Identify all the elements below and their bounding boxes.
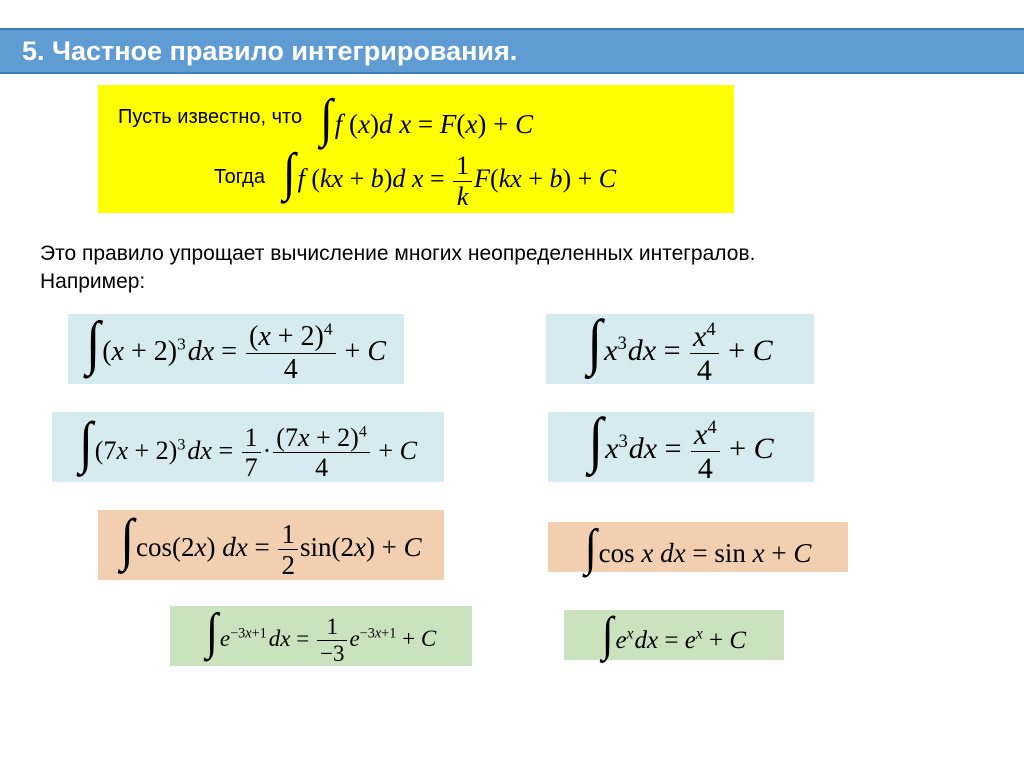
eq-x3-basic-b-math: ∫x3dx = x44 + C [588, 409, 773, 484]
eq-x2-cubed-math: ∫(x + 2)3dx = (x + 2)44 + C [86, 314, 386, 384]
eq-x2-cubed: ∫(x + 2)3dx = (x + 2)44 + C [68, 314, 404, 384]
eq-cos2x-math: ∫cos(2x) dx = 12sin(2x) + C [120, 510, 421, 580]
body-text: Это правило упрощает вычисление многих н… [40, 240, 755, 297]
rule-row-2: Тогда ∫f (kx + b)d x = 1kF(kx + b) + C [118, 145, 724, 210]
rule-row-1: Пусть известно, что ∫f (x)d x = F(x) + C [118, 89, 724, 145]
rule-row-2-label: Тогда [118, 166, 265, 189]
rule-box: Пусть известно, что ∫f (x)d x = F(x) + C… [98, 85, 734, 213]
eq-x3-basic-b: ∫x3dx = x44 + C [548, 412, 814, 482]
rule-formula-2: ∫f (kx + b)d x = 1kF(kx + b) + C [283, 145, 616, 210]
eq-7x2-cubed-math: ∫(7x + 2)3dx = 17·(7x + 2)44 + C [79, 413, 417, 482]
eq-expx: ∫exdx = ex + C [564, 610, 784, 660]
eq-x3-basic-a: ∫x3dx = x44 + C [546, 314, 814, 384]
eq-7x2-cubed: ∫(7x + 2)3dx = 17·(7x + 2)44 + C [52, 412, 444, 482]
rule-formula-1: ∫f (x)d x = F(x) + C [320, 91, 533, 144]
eq-x3-basic-a-math: ∫x3dx = x44 + C [587, 311, 772, 386]
eq-cosx: ∫cos x dx = sin x + C [548, 522, 848, 572]
title-bar: 5. Частное правило интегрирования. [0, 28, 1024, 74]
slide: 5. Частное правило интегрирования. Пусть… [0, 0, 1024, 768]
eq-expx-math: ∫exdx = ex + C [602, 611, 746, 659]
title-text: 5. Частное правило интегрирования. [22, 36, 517, 67]
rule-row-1-label: Пусть известно, что [118, 106, 302, 129]
eq-exp-3x1: ∫e−3x+1dx = 1−3e−3x+1 + C [170, 606, 472, 666]
eq-cosx-math: ∫cos x dx = sin x + C [585, 522, 812, 573]
eq-exp-3x1-math: ∫e−3x+1dx = 1−3e−3x+1 + C [206, 606, 436, 666]
eq-cos2x: ∫cos(2x) dx = 12sin(2x) + C [98, 510, 444, 580]
